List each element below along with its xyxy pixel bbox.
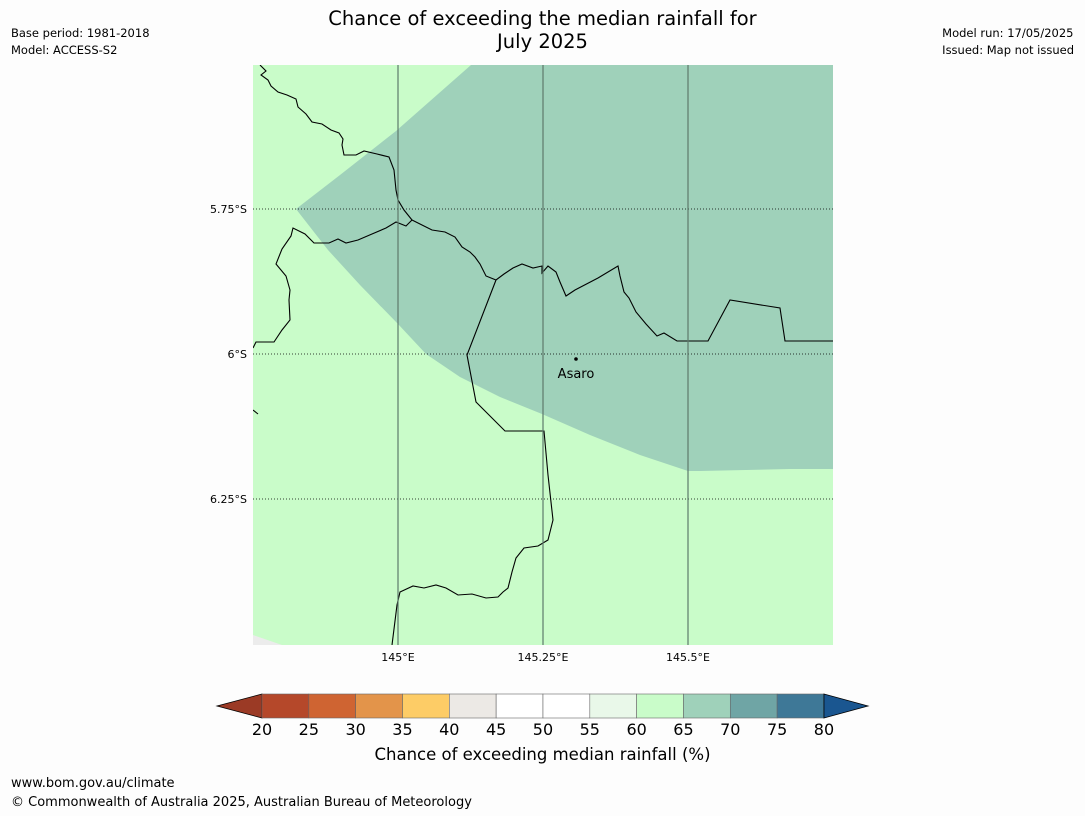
model-run: Model run: 17/05/2025 [942,26,1074,40]
colorbar-tick-label: 45 [486,720,506,739]
footer-copyright: © Commonwealth of Australia 2025, Austra… [11,795,472,810]
colorbar-segment [449,693,497,719]
colorbar-tick-label: 70 [720,720,740,739]
title-line-2: July 2025 [497,30,588,53]
colorbar-segment [495,693,544,719]
meta-right: Model run: 17/05/2025 Issued: Map not is… [942,25,1074,59]
colorbar-segment [355,693,403,719]
colorbar-tick-label: 80 [814,720,834,739]
lat-labels: 5.75°S 6°S 6.25°S [210,203,247,506]
lat-label-6: 6°S [228,348,247,361]
map-area: Asaro [253,65,833,645]
colorbar-tick-label: 50 [533,720,553,739]
lon-label-145: 145°E [381,651,414,664]
asaro-marker [574,357,578,361]
colorbar-tick-label: 25 [299,720,319,739]
colorbar-segment [402,693,450,719]
outside-region [253,635,282,645]
colorbar-segment [589,693,637,719]
lon-label-14525: 145.25°E [518,651,569,664]
lat-gridlines [253,208,833,500]
colorbar-tick-label: 35 [392,720,412,739]
lat-label-575: 5.75°S [210,203,247,216]
lon-gridlines [397,65,689,645]
base-period: Base period: 1981-2018 [11,26,150,40]
colorbar-segment [308,693,356,719]
colorbar-segment [261,693,310,719]
colorbar-extend-low [215,693,263,719]
colorbar-segment [636,693,684,719]
colorbar: 20 25 30 35 40 45 50 55 60 65 70 75 80 [215,693,870,739]
lon-label-1455: 145.5°E [666,651,710,664]
zone-65-70 [296,65,833,471]
title-line-1: Chance of exceeding the median rainfall … [328,7,757,30]
lon-labels: 145°E 145.25°E 145.5°E [381,651,710,664]
lat-label-625: 6.25°S [210,493,247,506]
colorbar-tick-label: 20 [252,720,272,739]
colorbar-tick-label: 75 [767,720,787,739]
colorbar-segment [729,693,778,719]
colorbar-segment [776,693,825,719]
colorbar-tick-label: 65 [673,720,693,739]
model-name: Model: ACCESS-S2 [11,43,118,57]
colorbar-segment [542,693,591,719]
footer-url[interactable]: www.bom.gov.au/climate [11,776,175,791]
asaro-label: Asaro [558,367,595,382]
colorbar-tick-label: 60 [626,720,646,739]
issued-status: Issued: Map not issued [942,43,1074,57]
colorbar-tick-label: 55 [580,720,600,739]
colorbar-tick-label: 40 [439,720,459,739]
meta-left: Base period: 1981-2018 Model: ACCESS-S2 [11,25,150,59]
map-title: Chance of exceeding the median rainfall … [0,7,1085,53]
province-boundaries [253,65,833,645]
colorbar-tick-label: 30 [345,720,365,739]
colorbar-segment [683,693,731,719]
colorbar-label: Chance of exceeding median rainfall (%) [374,745,711,764]
colorbar-extend-high [823,693,870,719]
